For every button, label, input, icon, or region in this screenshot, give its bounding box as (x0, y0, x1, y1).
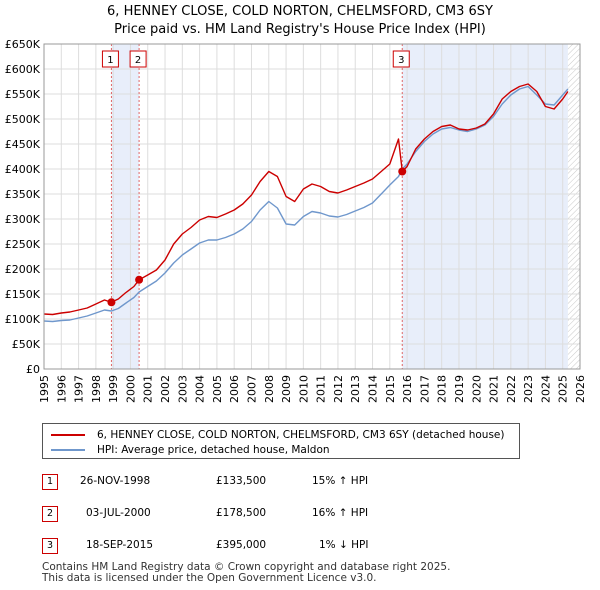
x-tick-label: 2014 (367, 375, 380, 403)
x-tick-label: 2000 (124, 375, 137, 403)
x-tick-label: 2015 (384, 375, 397, 403)
sale-row-3: 3 18-SEP-2015 £395,000 1% ↓ HPI (42, 537, 562, 557)
y-tick-label: £250K (5, 238, 41, 251)
sale-box-1 (101, 50, 119, 68)
x-tick-label: 2002 (159, 375, 172, 403)
x-tick-label: 2022 (505, 375, 518, 403)
sale-point-2 (135, 275, 144, 284)
x-tick-label: 2001 (142, 375, 155, 403)
sale-box-3 (392, 50, 410, 68)
x-tick-label: 2011 (315, 375, 328, 403)
x-tick-label: 2023 (522, 375, 535, 403)
legend-swatch-hpi (51, 449, 85, 451)
sale-date: 18-SEP-2015 (86, 539, 154, 551)
legend-item-property: 6, HENNEY CLOSE, COLD NORTON, CHELMSFORD… (51, 429, 504, 443)
x-tick-label: 2024 (539, 375, 552, 403)
y-tick-label: £300K (5, 213, 41, 226)
x-tick-label: 2025 (557, 375, 570, 403)
y-tick-label: £650K (5, 38, 41, 51)
x-tick-label: 2020 (470, 375, 483, 403)
sale-row-1: 1 26-NOV-1998 £133,500 15% ↑ HPI (42, 473, 562, 493)
sale-row-2: 2 03-JUL-2000 £178,500 16% ↑ HPI (42, 505, 562, 525)
sale-hpi-diff: 1% ↓ HPI (319, 539, 369, 551)
y-tick-label: £550K (5, 88, 41, 101)
sale-box-label-2: 2 (135, 55, 141, 66)
x-tick-label: 1997 (73, 375, 86, 403)
sale-point-1 (107, 298, 116, 307)
y-tick-label: £0 (26, 363, 40, 376)
x-tick-label: 1996 (55, 375, 68, 403)
sale-point-3 (398, 167, 407, 176)
sale-date: 03-JUL-2000 (86, 507, 151, 519)
x-tick-label: 2005 (211, 375, 224, 403)
x-tick-label: 2019 (453, 375, 466, 403)
sale-date: 26-NOV-1998 (80, 475, 151, 487)
x-tick-label: 2004 (194, 375, 207, 403)
chart-title-line2: Price paid vs. HM Land Registry's House … (114, 22, 486, 37)
sale-box-2 (129, 50, 147, 68)
legend-label-hpi: HPI: Average price, detached house, Mald… (97, 444, 330, 456)
legend-swatch-property (51, 434, 85, 436)
y-tick-label: £400K (5, 163, 41, 176)
hatched-projection-area (567, 44, 580, 369)
sale-hpi-diff: 15% ↑ HPI (312, 475, 369, 487)
sale-hpi-diff: 16% ↑ HPI (312, 507, 369, 519)
sale-number-badge: 2 (42, 506, 58, 522)
x-tick-label: 2021 (488, 375, 501, 403)
sale-number-badge: 3 (42, 538, 58, 554)
x-tick-label: 2013 (349, 375, 362, 403)
x-tick-label: 1995 (38, 375, 51, 403)
y-tick-label: £450K (5, 138, 41, 151)
sale-box-label-1: 1 (107, 55, 113, 66)
x-tick-label: 1998 (90, 375, 103, 403)
series-line-hpi (43, 85, 569, 323)
y-tick-label: £100K (5, 313, 41, 326)
price-chart: 1 2 3 £0 £50K £100K £150K £200K £250K £300K £350K £… (5, 38, 587, 403)
y-tick-label: £50K (12, 338, 41, 351)
x-tick-label: 2003 (176, 375, 189, 403)
x-tick-label: 1999 (107, 375, 120, 403)
sale-price: £178,500 (216, 507, 267, 519)
legend-item-hpi: HPI: Average price, detached house, Mald… (51, 444, 330, 458)
x-tick-label: 2007 (245, 375, 258, 403)
sale-number-badge: 1 (42, 474, 58, 490)
legend-label-property: 6, HENNEY CLOSE, COLD NORTON, CHELMSFORD… (97, 429, 505, 441)
x-tick-label: 2018 (436, 375, 449, 403)
x-tick-label: 2016 (401, 375, 414, 403)
y-tick-label: £600K (5, 63, 41, 76)
y-tick-label: £200K (5, 263, 41, 276)
sale-box-label-3: 3 (398, 55, 404, 66)
sale-price: £133,500 (216, 475, 267, 487)
series-line-property (43, 83, 569, 316)
footer-licence: This data is licensed under the Open Gov… (42, 572, 377, 584)
y-tick-label: £500K (5, 113, 41, 126)
shaded-range-2 (402, 44, 568, 369)
chart-title-line1: 6, HENNEY CLOSE, COLD NORTON, CHELMSFORD… (107, 4, 493, 19)
plot-frame (43, 43, 581, 370)
x-tick-label: 2008 (263, 375, 276, 403)
x-tick-label: 2026 (574, 375, 587, 403)
x-tick-label: 2009 (280, 375, 293, 403)
legend: 6, HENNEY CLOSE, COLD NORTON, CHELMSFORD… (42, 423, 520, 459)
x-tick-label: 2010 (297, 375, 310, 403)
x-tick-label: 2012 (332, 375, 345, 403)
y-tick-label: £350K (5, 188, 41, 201)
x-tick-label: 2006 (228, 375, 241, 403)
shaded-range-1 (111, 44, 140, 369)
x-tick-label: 2017 (418, 375, 431, 403)
footer-copyright: Contains HM Land Registry data © Crown c… (42, 561, 451, 573)
sale-price: £395,000 (216, 539, 267, 551)
y-tick-label: £150K (5, 288, 41, 301)
